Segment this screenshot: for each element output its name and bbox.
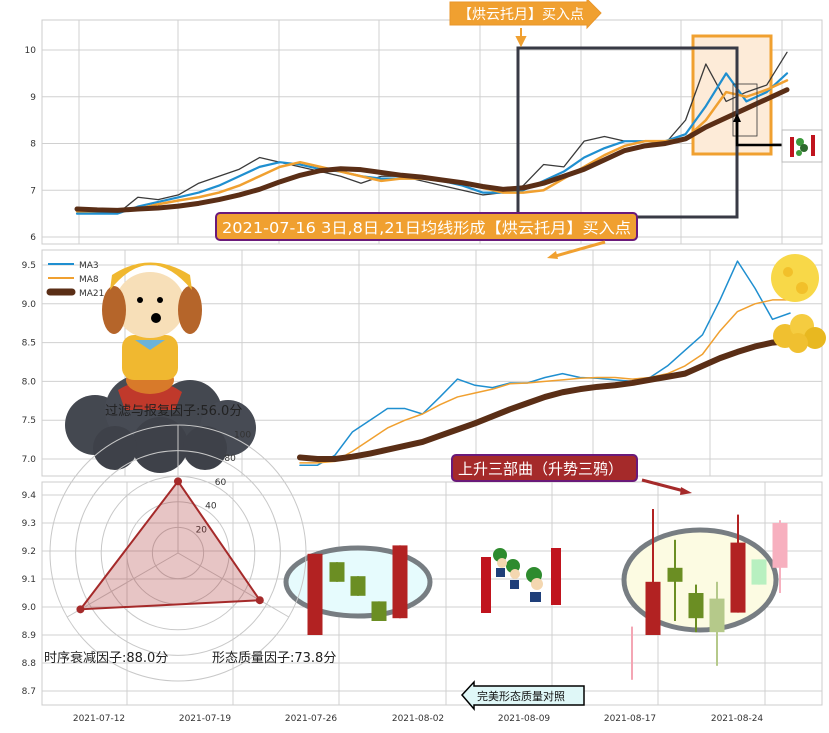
radar-point (255, 596, 264, 605)
y-tick-label: 9.5 (22, 261, 36, 271)
y-tick-label: 8 (30, 140, 36, 150)
y-tick-label: 9.0 (22, 603, 37, 613)
y-tick-label: 8.8 (22, 659, 37, 669)
x-tick-label: 2021-08-24 (711, 714, 764, 724)
pointer-arrowhead (733, 113, 741, 122)
candle-body (709, 598, 725, 633)
y-tick-label: 9 (30, 93, 36, 103)
radar-point (174, 477, 182, 486)
y-tick-label: 8.5 (22, 339, 36, 349)
candle-body (307, 553, 323, 635)
candle-body (392, 545, 408, 619)
mario-pattern-icon (481, 548, 561, 613)
buy-point-callout: 【烘云托月】买入点 (449, 0, 602, 30)
y-tick-label: 6 (30, 233, 36, 243)
radar-axis-label: 过滤与报复因子:56.0分 (105, 404, 242, 419)
x-tick-label: 2021-08-09 (498, 714, 551, 724)
series-line-ma8 (299, 299, 791, 464)
candle-body (329, 562, 345, 582)
y-tick-label: 9.3 (22, 519, 36, 529)
cloud-coins-icon (773, 314, 826, 353)
pointer-arrow (735, 120, 783, 147)
candle-body (371, 601, 387, 621)
y-tick-label: 8.9 (22, 631, 37, 641)
y-tick-label: 9.1 (22, 575, 36, 585)
radar-tick-label: 100 (234, 430, 251, 440)
series-line-ma21 (74, 87, 790, 213)
candle-body (667, 567, 683, 582)
compare-label: 完美形态质量对照 (460, 680, 585, 712)
radar-tick-label: 60 (215, 478, 227, 488)
radar-point (76, 605, 85, 614)
candle-body (645, 581, 661, 635)
signal-label-text: 2021-07-16 3日,8日,21日均线形成【烘云托月】买入点 (222, 219, 631, 237)
radar-axis-label: 时序衰减因子:88.0分 (44, 650, 168, 666)
y-tick-label: 9.2 (22, 547, 36, 557)
radar-tick-label: 20 (196, 525, 208, 535)
candle-body (772, 523, 788, 568)
signal-label: 2021-07-16 3日,8日,21日均线形成【烘云托月】买入点 (215, 212, 638, 241)
y-tick-label: 9.0 (22, 300, 37, 310)
x-tick-label: 2021-08-02 (392, 714, 444, 724)
y-tick-label: 10 (25, 46, 37, 56)
y-tick-label: 7.0 (22, 455, 37, 465)
y-tick-label: 8.0 (22, 377, 37, 387)
legend: MA3 MA8 MA21 (46, 261, 104, 299)
pattern-arrow (641, 478, 685, 493)
radar-tick-label: 40 (205, 502, 217, 512)
compare-label-text: 完美形态质量对照 (477, 689, 565, 703)
candle-body (688, 593, 704, 619)
x-tick-labels: 2021-07-12 2021-07-19 2021-07-26 2021-08-02… (73, 714, 764, 724)
series-line-ma3 (299, 260, 791, 466)
down-arrow (515, 28, 527, 48)
candles (307, 509, 788, 680)
x-tick-label: 2021-07-19 (179, 714, 232, 724)
y-tick-labels: 6 7 8 9 10 7.0 7.5 8.0 8.5 9.0 9.5 8.7 8.8 8.9 9.0 9.1 9… (22, 46, 37, 697)
y-tick-label: 8.7 (22, 687, 36, 697)
x-tick-label: 2021-07-12 (73, 714, 125, 724)
pattern-label: 上升三部曲（升势三鸦） (451, 454, 638, 482)
legend-ma8: MA8 (79, 275, 99, 285)
radar-tick-label: 80 (224, 454, 236, 464)
x-tick-label: 2021-07-26 (285, 714, 338, 724)
y-tick-label: 7 (30, 186, 36, 196)
x-tick-label: 2021-08-17 (604, 714, 656, 724)
radar-spoke (177, 552, 290, 618)
pattern-thumbnail-icon (781, 129, 823, 163)
buy-point-callout-text: 【烘云托月】买入点 (458, 7, 584, 23)
pattern-label-text: 上升三部曲（升势三鸦） (458, 460, 623, 478)
candle-body (350, 576, 366, 596)
y-tick-label: 7.5 (22, 416, 36, 426)
candle-body (751, 559, 767, 585)
y-tick-label: 9.4 (22, 491, 37, 501)
radar-area (78, 479, 262, 611)
dog-mascot-icon (102, 262, 202, 410)
signal-arrowhead (547, 251, 558, 259)
legend-ma3: MA3 (79, 261, 99, 271)
top-series (74, 51, 790, 215)
candle-body (730, 542, 746, 613)
radar-axis-label: 形态质量因子:73.8分 (212, 651, 336, 666)
pattern-arrowhead (680, 487, 692, 495)
legend-ma21: MA21 (79, 289, 104, 299)
series-line-ma21 (297, 338, 793, 462)
zoom-box (732, 83, 758, 137)
signal-arrow (551, 240, 606, 259)
middle-series (297, 260, 793, 466)
radar-spoke (66, 552, 179, 618)
moon-icon (771, 254, 819, 302)
